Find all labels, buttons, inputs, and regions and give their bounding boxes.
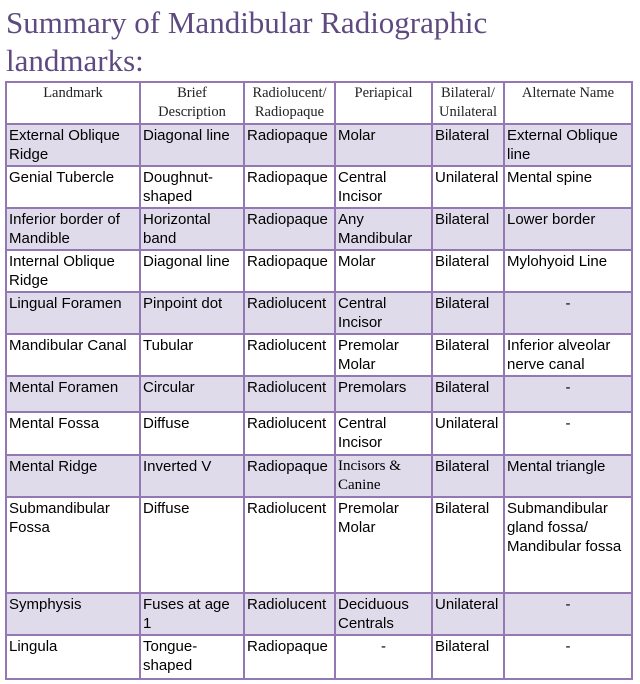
- table-cell: Mental Foramen: [5, 375, 141, 413]
- table-header-row: Landmark Brief Description Radiolucent/ Ra…: [5, 81, 633, 125]
- page-title: Summary of Mandibular Radiographic landm…: [6, 5, 488, 78]
- table-cell: -: [503, 634, 633, 680]
- column-header: Brief Description: [139, 81, 245, 125]
- table-cell: Bilateral: [431, 454, 505, 498]
- table-cell: Genial Tubercle: [5, 165, 141, 209]
- table-cell: Radiopaque: [243, 634, 336, 680]
- table-cell: Radiolucent: [243, 592, 336, 636]
- table-row: Mental Fossa Diffuse Radiolucent Central In…: [5, 411, 633, 456]
- table-cell: Incisors & Canine: [334, 454, 433, 498]
- column-header: Bilateral/ Unilateral: [431, 81, 505, 125]
- table-cell: Inverted V: [139, 454, 245, 498]
- table-cell: Mental triangle: [503, 454, 633, 498]
- table-cell: -: [503, 291, 633, 335]
- table-cell: Pinpoint dot: [139, 291, 245, 335]
- table-cell: Radiolucent: [243, 411, 336, 456]
- table-cell: Submandibular Fossa: [5, 496, 141, 594]
- table-cell: Unilateral: [431, 165, 505, 209]
- table-cell: Molar: [334, 249, 433, 293]
- table-cell: Radiolucent: [243, 375, 336, 413]
- table-cell: Internal Oblique Ridge: [5, 249, 141, 293]
- table-cell: Central Incisor: [334, 411, 433, 456]
- table-cell: Radiolucent: [243, 333, 336, 377]
- table-cell: Inferior border of Mandible: [5, 207, 141, 251]
- table-cell: Radiolucent: [243, 291, 336, 335]
- table-cell: Radiopaque: [243, 123, 336, 167]
- table-cell: External Oblique line: [503, 123, 633, 167]
- column-header: Alternate Name: [503, 81, 633, 125]
- table-cell: Symphysis: [5, 592, 141, 636]
- table-cell: Bilateral: [431, 634, 505, 680]
- table-cell: Premolar Molar: [334, 333, 433, 377]
- table-cell: Molar: [334, 123, 433, 167]
- table-cell: -: [334, 634, 433, 680]
- table-cell: -: [503, 592, 633, 636]
- table-cell: -: [503, 375, 633, 413]
- table-cell: Inferior alveolar nerve canal: [503, 333, 633, 377]
- table-cell: Mylohyoid Line: [503, 249, 633, 293]
- table-cell: Lower border: [503, 207, 633, 251]
- table-cell: External Oblique Ridge: [5, 123, 141, 167]
- table-cell: Central Incisor: [334, 165, 433, 209]
- table-cell: Bilateral: [431, 249, 505, 293]
- table-cell: Horizontal band: [139, 207, 245, 251]
- table-row: Internal Oblique Ridge Diagonal line Radio…: [5, 249, 633, 293]
- table-cell: Mental spine: [503, 165, 633, 209]
- table-cell: Radiopaque: [243, 165, 336, 209]
- table-row: Mandibular Canal Tubular Radiolucent Premol…: [5, 333, 633, 377]
- table-cell: Diagonal line: [139, 249, 245, 293]
- table-row: Genial Tubercle Doughnut-shaped Radiopaque…: [5, 165, 633, 209]
- table-cell: Circular: [139, 375, 245, 413]
- table-cell: Any Mandibular: [334, 207, 433, 251]
- table-cell: Bilateral: [431, 333, 505, 377]
- table-cell: Fuses at age 1: [139, 592, 245, 636]
- landmarks-table: Landmark Brief Description Radiolucent/ Ra…: [5, 81, 633, 680]
- table-cell: Bilateral: [431, 375, 505, 413]
- table-cell: Mandibular Canal: [5, 333, 141, 377]
- table-row: Mental Foramen Circular Radiolucent Premola…: [5, 375, 633, 413]
- table-cell: Unilateral: [431, 411, 505, 456]
- table-cell: Mental Fossa: [5, 411, 141, 456]
- table-cell: Premolars: [334, 375, 433, 413]
- table-cell: Radiolucent: [243, 496, 336, 594]
- table-cell: Tubular: [139, 333, 245, 377]
- table-row: External Oblique Ridge Diagonal line Radio…: [5, 123, 633, 167]
- column-header: Landmark: [5, 81, 141, 125]
- table-cell: -: [503, 411, 633, 456]
- table-cell: Diagonal line: [139, 123, 245, 167]
- table-cell: Lingula: [5, 634, 141, 680]
- column-header: Periapical: [334, 81, 433, 125]
- table-row: Lingula Tongue-shaped Radiopaque - Bilateral…: [5, 634, 633, 680]
- table-cell: Tongue-shaped: [139, 634, 245, 680]
- table-cell: Radiopaque: [243, 249, 336, 293]
- table-cell: Unilateral: [431, 592, 505, 636]
- table-cell: Bilateral: [431, 207, 505, 251]
- table-row: Inferior border of Mandible Horizontal ba…: [5, 207, 633, 251]
- table-cell: Bilateral: [431, 291, 505, 335]
- table-cell: Central Incisor: [334, 291, 433, 335]
- table-cell: Deciduous Centrals: [334, 592, 433, 636]
- table-cell: Premolar Molar: [334, 496, 433, 594]
- table-cell: Diffuse: [139, 496, 245, 594]
- table-cell: Mental Ridge: [5, 454, 141, 498]
- table-cell: Diffuse: [139, 411, 245, 456]
- column-header: Radiolucent/ Radiopaque: [243, 81, 336, 125]
- table-cell: Bilateral: [431, 123, 505, 167]
- table-cell: Lingual Foramen: [5, 291, 141, 335]
- table-cell: Doughnut-shaped: [139, 165, 245, 209]
- table-row: Symphysis Fuses at age 1 Radiolucent Decidu…: [5, 592, 633, 636]
- table-row: Mental Ridge Inverted V Radiopaque Incisors…: [5, 454, 633, 498]
- table-cell: Radiopaque: [243, 207, 336, 251]
- table-cell: Bilateral: [431, 496, 505, 594]
- table-row: Submandibular Fossa Diffuse Radiolucent Pre…: [5, 496, 633, 594]
- table-row: Lingual Foramen Pinpoint dot Radiolucent Ce…: [5, 291, 633, 335]
- table-cell: Radiopaque: [243, 454, 336, 498]
- table-cell: Submandibular gland fossa/ Mandibular fo…: [503, 496, 633, 594]
